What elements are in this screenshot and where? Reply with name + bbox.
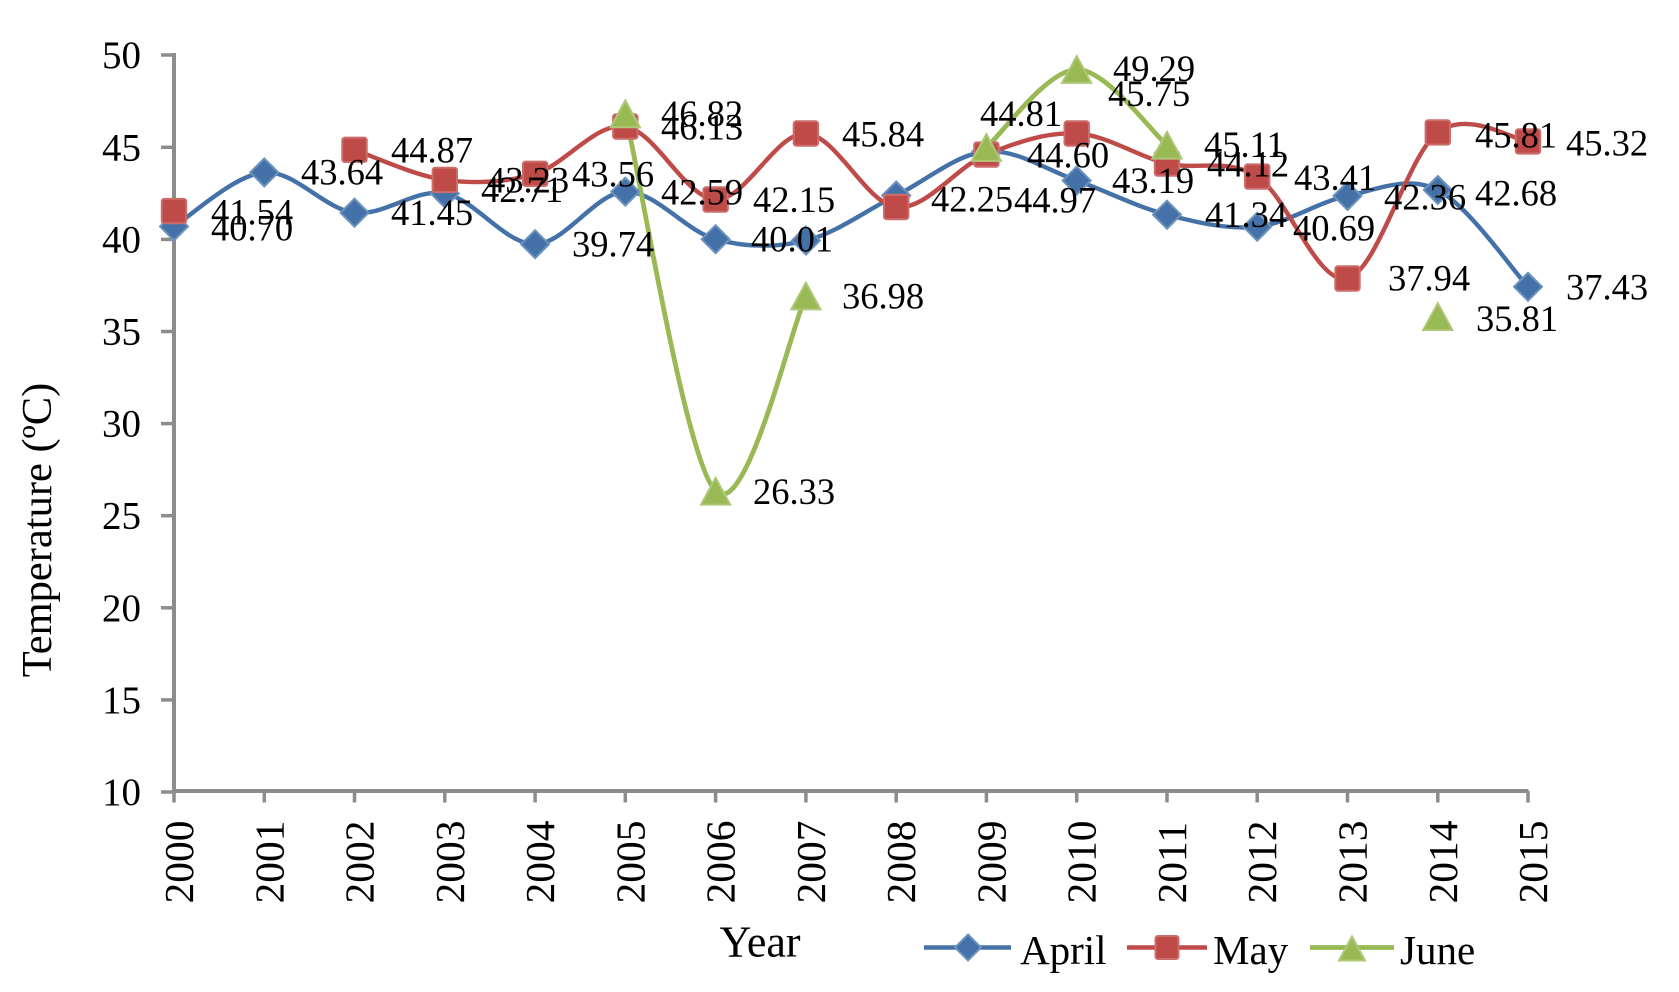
- svg-text:45.11: 45.11: [1204, 124, 1285, 165]
- svg-text:2000: 2000: [156, 821, 202, 904]
- svg-text:2011: 2011: [1149, 822, 1195, 903]
- svg-text:2009: 2009: [968, 821, 1014, 904]
- svg-text:39.74: 39.74: [572, 224, 654, 265]
- svg-text:20: 20: [102, 587, 141, 630]
- svg-text:Year: Year: [719, 918, 800, 967]
- svg-text:42.71: 42.71: [481, 169, 563, 210]
- svg-text:45: 45: [102, 126, 141, 169]
- svg-text:2002: 2002: [337, 821, 383, 904]
- svg-text:36.98: 36.98: [842, 276, 924, 317]
- svg-text:April: April: [1020, 927, 1107, 973]
- svg-text:2005: 2005: [607, 821, 653, 904]
- svg-text:41.54: 41.54: [211, 192, 293, 233]
- svg-text:42.36: 42.36: [1384, 177, 1466, 218]
- svg-text:2004: 2004: [517, 820, 563, 903]
- svg-text:44.87: 44.87: [391, 130, 473, 171]
- svg-text:May: May: [1213, 927, 1289, 973]
- svg-text:30: 30: [102, 403, 141, 446]
- svg-text:2007: 2007: [788, 821, 834, 904]
- svg-text:42.59: 42.59: [661, 172, 743, 213]
- svg-text:40.69: 40.69: [1293, 208, 1375, 249]
- svg-text:44.81: 44.81: [980, 93, 1062, 134]
- svg-text:45.81: 45.81: [1475, 115, 1557, 156]
- svg-text:2008: 2008: [878, 821, 924, 904]
- svg-text:2001: 2001: [246, 821, 292, 904]
- svg-text:Temperature (ºC): Temperature (ºC): [14, 383, 61, 678]
- svg-text:42.15: 42.15: [753, 179, 835, 220]
- svg-text:37.94: 37.94: [1388, 258, 1470, 299]
- svg-text:2013: 2013: [1330, 821, 1376, 904]
- svg-text:15: 15: [102, 679, 141, 722]
- svg-text:43.23: 43.23: [487, 160, 569, 201]
- svg-text:10: 10: [102, 771, 141, 814]
- svg-text:June: June: [1400, 927, 1475, 973]
- svg-text:45.75: 45.75: [1108, 73, 1190, 114]
- svg-text:43.56: 43.56: [572, 154, 654, 195]
- svg-text:44.12: 44.12: [1207, 144, 1289, 185]
- svg-text:45.84: 45.84: [842, 114, 924, 155]
- svg-text:43.19: 43.19: [1112, 160, 1194, 201]
- svg-text:35.81: 35.81: [1476, 298, 1558, 339]
- svg-text:2010: 2010: [1059, 821, 1105, 904]
- svg-text:37.43: 37.43: [1566, 267, 1648, 308]
- svg-text:25: 25: [102, 495, 141, 538]
- svg-text:2015: 2015: [1510, 821, 1556, 904]
- svg-text:50: 50: [102, 34, 141, 77]
- svg-text:49.29: 49.29: [1113, 48, 1195, 89]
- svg-text:26.33: 26.33: [753, 471, 835, 512]
- svg-text:46.13: 46.13: [661, 107, 743, 148]
- svg-text:44.60: 44.60: [1027, 135, 1109, 176]
- svg-text:2006: 2006: [698, 821, 744, 904]
- svg-text:2012: 2012: [1239, 821, 1285, 904]
- svg-text:41.34: 41.34: [1205, 194, 1287, 235]
- svg-text:42.68: 42.68: [1475, 173, 1557, 214]
- svg-text:2014: 2014: [1420, 820, 1466, 903]
- svg-text:45.32: 45.32: [1566, 123, 1648, 164]
- svg-text:41.45: 41.45: [391, 192, 473, 233]
- svg-text:42.25: 42.25: [931, 179, 1013, 220]
- svg-text:46.82: 46.82: [661, 93, 743, 134]
- svg-text:40.01: 40.01: [751, 219, 833, 260]
- svg-text:43.41: 43.41: [1294, 157, 1376, 198]
- svg-text:43.64: 43.64: [301, 152, 383, 193]
- svg-text:44.97: 44.97: [1014, 180, 1096, 221]
- svg-text:35: 35: [102, 311, 141, 354]
- svg-text:40.70: 40.70: [211, 208, 293, 249]
- svg-text:40: 40: [102, 218, 141, 261]
- svg-text:2003: 2003: [427, 821, 473, 904]
